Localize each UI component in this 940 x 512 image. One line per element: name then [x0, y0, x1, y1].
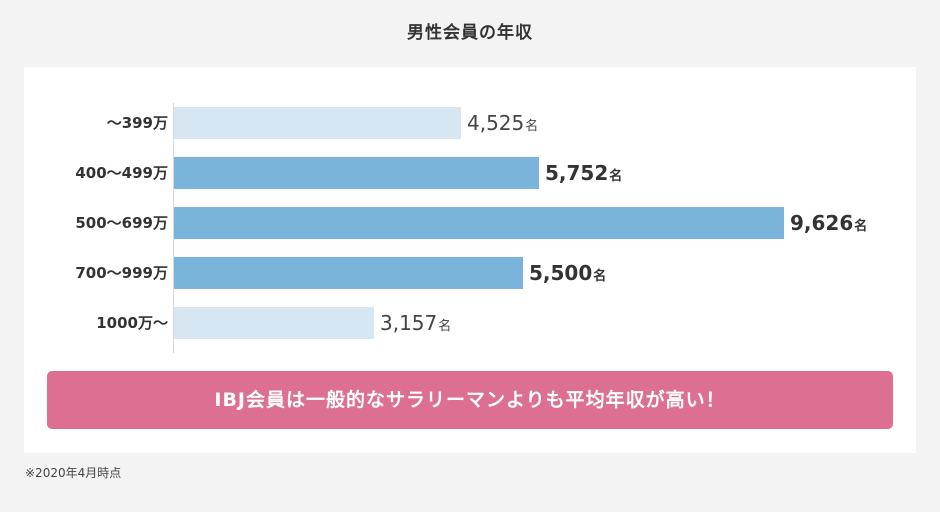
bar-row: 400～499万 5,752名 — [24, 157, 916, 189]
bar-row: 500～699万 9,626名 — [24, 207, 916, 239]
value-label: 5,500名 — [529, 261, 607, 285]
bar — [174, 257, 523, 289]
bar — [174, 307, 374, 339]
footnote: ※2020年4月時点 — [25, 466, 122, 480]
summary-banner: IBJ会員は一般的なサラリーマンよりも平均年収が高い！ — [47, 371, 893, 429]
bar — [174, 207, 784, 239]
category-label: 400～499万 — [75, 164, 168, 182]
category-label: 1000万～ — [96, 314, 168, 332]
category-label: 500～699万 — [75, 214, 168, 232]
value-label: 5,752名 — [545, 161, 623, 185]
y-axis-line — [173, 103, 174, 353]
value-label: 9,626名 — [790, 211, 868, 235]
category-label: 700～999万 — [75, 264, 168, 282]
category-label: ～399万 — [106, 114, 168, 132]
bar — [174, 157, 539, 189]
chart-panel: ～399万 4,525名 400～499万 5,752名 500～699万 9,… — [24, 67, 916, 453]
bar — [174, 107, 461, 139]
chart-title: 男性会員の年収 — [407, 23, 533, 43]
value-label: 4,525名 — [467, 111, 539, 135]
bar-row: 1000万～ 3,157名 — [24, 307, 916, 339]
bar-row: ～399万 4,525名 — [24, 107, 916, 139]
value-label: 3,157名 — [380, 311, 452, 335]
bar-row: 700～999万 5,500名 — [24, 257, 916, 289]
